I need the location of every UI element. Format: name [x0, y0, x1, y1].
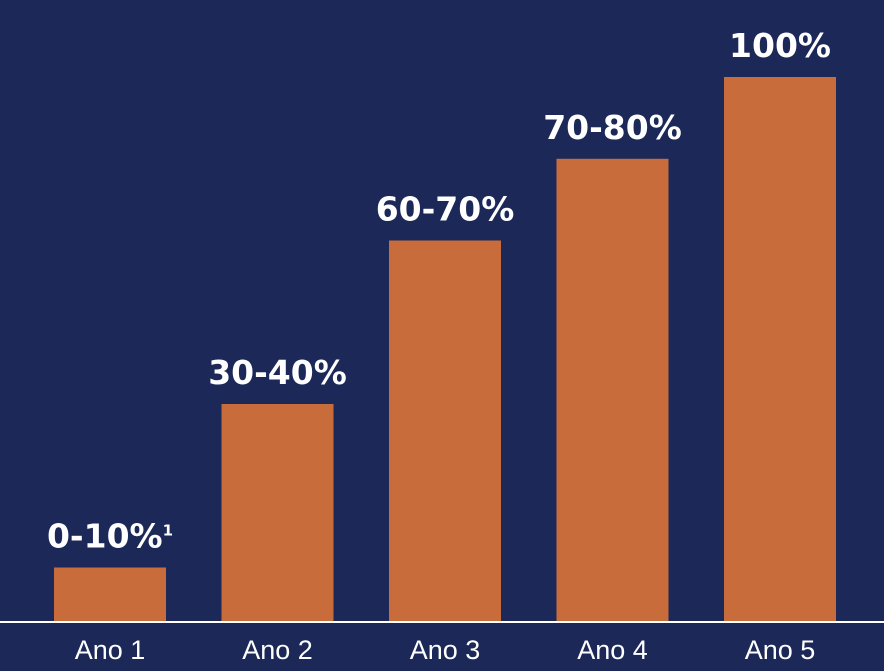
- bar-3: [389, 240, 501, 622]
- bar-1: [54, 567, 166, 622]
- data-label-3: 60-70%: [376, 190, 515, 229]
- data-label-4: 70-80%: [543, 108, 682, 147]
- bar-4: [556, 158, 669, 623]
- x-tick-label-5: Ano 5: [745, 635, 816, 665]
- x-tick-label-3: Ano 3: [410, 635, 481, 665]
- x-tick-label-1: Ano 1: [75, 635, 146, 665]
- data-label-2: 30-40%: [208, 353, 347, 392]
- footnote-marker: 1: [163, 522, 173, 540]
- x-tick-label-4: Ano 4: [577, 635, 648, 665]
- data-label-1: 0-10%1: [47, 517, 173, 556]
- bar-2: [221, 404, 334, 622]
- bar-5: [724, 77, 836, 622]
- data-label-5: 100%: [729, 26, 831, 65]
- x-tick-label-2: Ano 2: [242, 635, 313, 665]
